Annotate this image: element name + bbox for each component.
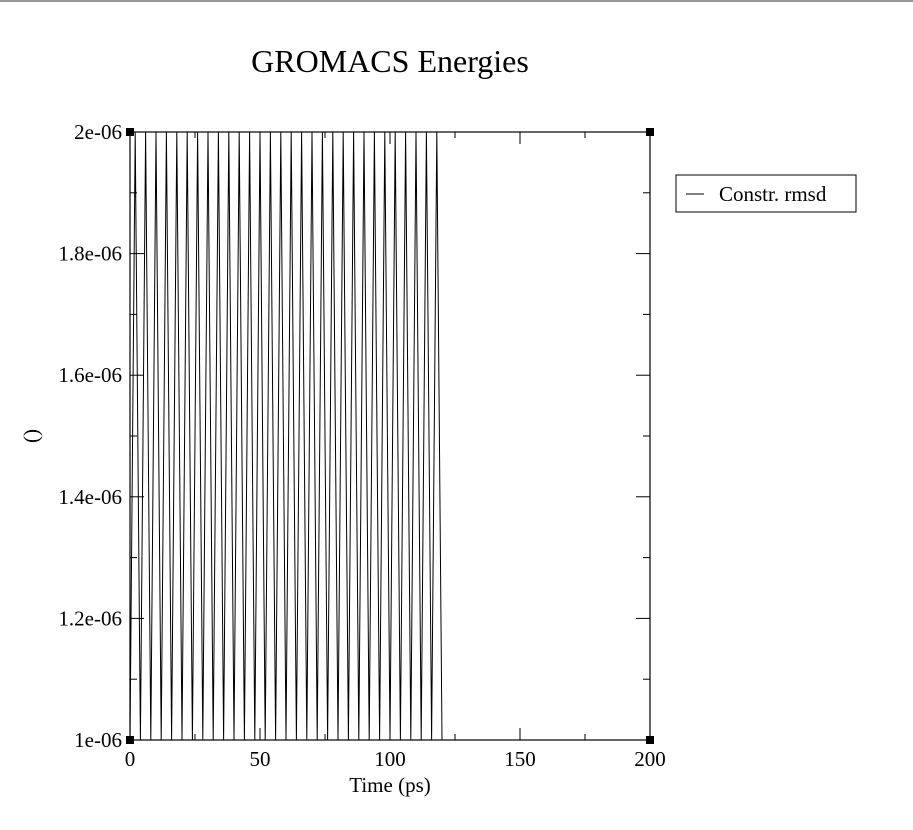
corner-marker: [646, 128, 654, 136]
y-tick-label: 1.8e-06: [58, 242, 122, 266]
y-axis-label: (): [19, 429, 43, 443]
y-tick-label: 2e-06: [74, 120, 122, 144]
chart-title: GROMACS Energies: [251, 43, 529, 79]
corner-marker: [646, 736, 654, 744]
x-tick-label: 0: [125, 747, 136, 771]
y-tick-labels: 1e-06 1.2e-06 1.4e-06 1.6e-06 1.8e-06 2e-06: [58, 120, 122, 752]
x-tick-label: 150: [504, 747, 536, 771]
series-line: [129, 131, 443, 741]
plot-frame: [129, 131, 651, 741]
ticks-layer: [129, 131, 651, 741]
y-tick-label: 1e-06: [74, 728, 122, 752]
legend-label: Constr. rmsd: [719, 182, 827, 206]
series-layer: [129, 131, 443, 741]
x-axis-label: Time (ps): [349, 773, 431, 797]
top-border: [0, 0, 913, 2]
legend-box: [675, 174, 857, 213]
x-tick-label: 50: [250, 747, 271, 771]
legend: Constr. rmsd: [675, 174, 857, 213]
x-tick-label: 100: [374, 747, 406, 771]
x-tick-labels: 0 50 100 150 200: [125, 747, 666, 771]
y-tick-label: 1.2e-06: [58, 606, 122, 630]
x-tick-label: 200: [634, 747, 666, 771]
corner-marker: [126, 128, 134, 136]
y-tick-label: 1.6e-06: [58, 363, 122, 387]
corner-marker: [126, 736, 134, 744]
y-tick-label: 1.4e-06: [58, 485, 122, 509]
